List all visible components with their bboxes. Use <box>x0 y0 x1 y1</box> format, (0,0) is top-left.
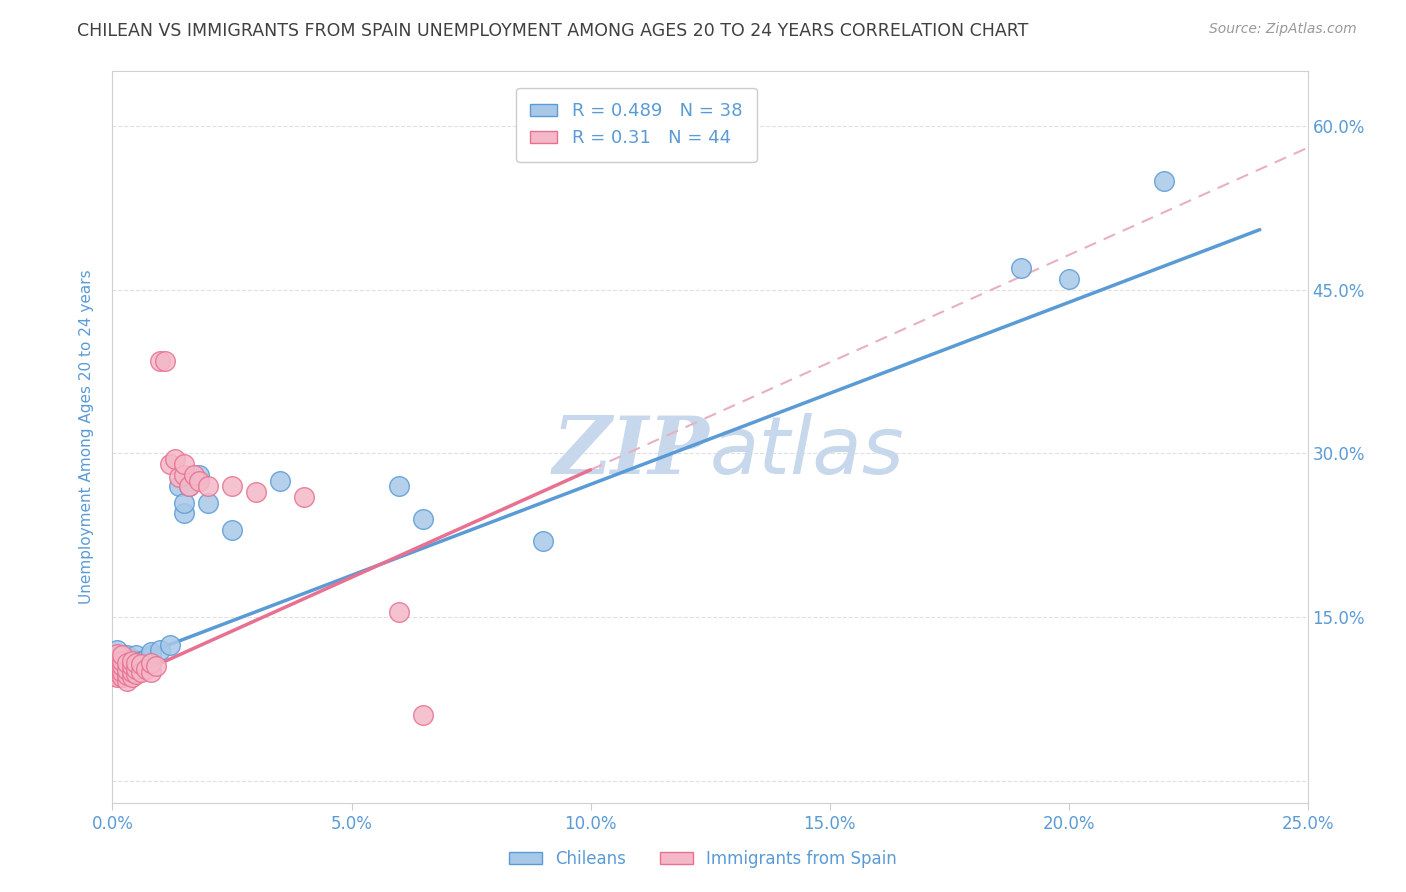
Point <box>121 670 143 684</box>
Point <box>105 648 128 662</box>
Point <box>388 605 411 619</box>
Point <box>111 656 134 670</box>
Point <box>169 470 191 484</box>
Point <box>121 651 143 665</box>
Point <box>531 533 554 548</box>
Point <box>173 507 195 521</box>
Point <box>125 656 148 670</box>
Point <box>177 479 200 493</box>
Point <box>245 484 267 499</box>
Point <box>149 643 172 657</box>
Point <box>111 665 134 679</box>
Point <box>183 468 205 483</box>
Point <box>105 656 128 670</box>
Point <box>125 667 148 681</box>
Point <box>111 659 134 673</box>
Point <box>105 670 128 684</box>
Point <box>115 656 138 670</box>
Point <box>173 468 195 483</box>
Point <box>105 654 128 668</box>
Point <box>121 659 143 673</box>
Point <box>115 667 138 681</box>
Point <box>111 654 134 668</box>
Point <box>153 353 176 368</box>
Point <box>111 648 134 663</box>
Point <box>221 523 243 537</box>
Point <box>197 495 219 509</box>
Y-axis label: Unemployment Among Ages 20 to 24 years: Unemployment Among Ages 20 to 24 years <box>79 269 94 605</box>
Point <box>129 657 152 672</box>
Point <box>115 673 138 688</box>
Point <box>135 651 157 665</box>
Point <box>129 654 152 668</box>
Point <box>105 659 128 673</box>
Point <box>139 665 162 679</box>
Point <box>111 670 134 684</box>
Text: Source: ZipAtlas.com: Source: ZipAtlas.com <box>1209 22 1357 37</box>
Point <box>125 661 148 675</box>
Point <box>105 665 128 679</box>
Point <box>163 451 186 466</box>
Point <box>121 665 143 679</box>
Point <box>197 479 219 493</box>
Point <box>145 659 167 673</box>
Point <box>139 645 162 659</box>
Point <box>412 708 434 723</box>
Point <box>105 651 128 665</box>
Point <box>105 665 128 679</box>
Point <box>105 648 128 663</box>
Point <box>177 479 200 493</box>
Point <box>115 656 138 670</box>
Point <box>159 458 181 472</box>
Point <box>1153 173 1175 187</box>
Point <box>187 474 209 488</box>
Point <box>159 638 181 652</box>
Point <box>125 656 148 670</box>
Point <box>111 670 134 684</box>
Legend: R = 0.489   N = 38, R = 0.31   N = 44: R = 0.489 N = 38, R = 0.31 N = 44 <box>516 87 756 161</box>
Text: ZIP: ZIP <box>553 413 710 491</box>
Point <box>169 479 191 493</box>
Text: CHILEAN VS IMMIGRANTS FROM SPAIN UNEMPLOYMENT AMONG AGES 20 TO 24 YEARS CORRELAT: CHILEAN VS IMMIGRANTS FROM SPAIN UNEMPLO… <box>77 22 1029 40</box>
Point <box>173 458 195 472</box>
Point <box>412 512 434 526</box>
Point <box>187 468 209 483</box>
Point <box>269 474 291 488</box>
Point <box>149 353 172 368</box>
Point <box>121 665 143 679</box>
Point <box>121 658 143 673</box>
Point <box>1010 260 1032 275</box>
Point <box>388 479 411 493</box>
Point <box>139 648 162 663</box>
Point <box>221 479 243 493</box>
Point <box>115 663 138 677</box>
Text: atlas: atlas <box>710 413 905 491</box>
Point <box>111 651 134 665</box>
Point <box>173 495 195 509</box>
Point <box>1057 272 1080 286</box>
Point <box>129 665 152 679</box>
Point <box>105 659 128 673</box>
Point <box>111 665 134 679</box>
Point <box>139 656 162 670</box>
Point <box>115 648 138 663</box>
Point <box>115 660 138 674</box>
Point <box>292 490 315 504</box>
Point <box>105 643 128 657</box>
Point <box>121 654 143 668</box>
Point <box>135 661 157 675</box>
Legend: Chileans, Immigrants from Spain: Chileans, Immigrants from Spain <box>502 844 904 875</box>
Point <box>115 668 138 682</box>
Point <box>125 648 148 663</box>
